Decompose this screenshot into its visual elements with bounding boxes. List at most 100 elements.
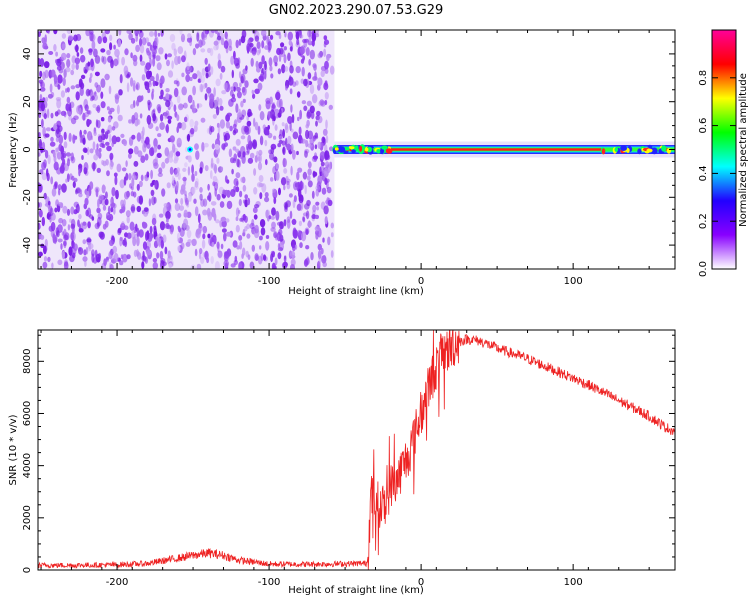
- noise-speckle: [100, 91, 104, 99]
- noise-speckle: [155, 236, 159, 242]
- noise-speckle: [242, 232, 246, 237]
- noise-speckle: [217, 124, 221, 134]
- noise-speckle: [109, 107, 115, 113]
- noise-speckle: [56, 58, 61, 64]
- noise-speckle: [187, 94, 193, 104]
- noise-speckle: [57, 84, 61, 90]
- colorbar-ticks: 0.0 0.2 0.4 0.6 0.8: [698, 70, 736, 277]
- noise-speckle: [171, 175, 175, 185]
- noise-speckle: [136, 250, 140, 257]
- noise-speckle: [324, 216, 328, 225]
- noise-speckle: [238, 38, 242, 46]
- noise-speckle: [131, 114, 136, 124]
- noise-speckle: [50, 112, 54, 119]
- colorbar-tick-label: 0.6: [698, 118, 709, 134]
- noise-speckle: [283, 255, 287, 263]
- noise-speckle: [257, 82, 263, 91]
- noise-speckle: [50, 176, 54, 185]
- noise-speckle: [135, 32, 138, 42]
- noise-speckle: [115, 136, 121, 143]
- noise-speckle: [78, 168, 81, 177]
- noise-speckle: [50, 212, 56, 221]
- noise-speckle: [273, 55, 278, 64]
- noise-speckle: [187, 33, 192, 39]
- noise-speckle: [131, 177, 135, 188]
- noise-speckle: [183, 212, 188, 218]
- noise-speckle: [42, 126, 46, 137]
- noise-speckle: [279, 47, 284, 55]
- noise-speckle: [119, 209, 124, 214]
- noise-speckle: [43, 245, 47, 255]
- noise-speckle: [233, 50, 236, 60]
- noise-speckle: [167, 119, 172, 124]
- noise-speckle: [153, 162, 159, 170]
- ridge-blob: [646, 148, 653, 153]
- noise-speckle: [72, 181, 76, 189]
- noise-speckle: [86, 190, 90, 199]
- noise-speckle: [194, 171, 198, 176]
- noise-speckle: [109, 42, 113, 51]
- x-tick-label: -200: [106, 276, 129, 287]
- noise-speckle: [300, 137, 304, 144]
- noise-speckle: [269, 152, 275, 161]
- noise-speckle: [184, 116, 188, 123]
- noise-speckle: [199, 187, 203, 193]
- noise-speckle: [78, 213, 82, 220]
- noise-speckle: [329, 65, 335, 75]
- noise-speckle: [144, 153, 149, 161]
- noise-speckle: [316, 110, 321, 117]
- noise-speckle: [299, 242, 303, 249]
- noise-speckle: [174, 185, 178, 195]
- noise-speckle: [220, 216, 227, 222]
- noise-speckle: [239, 217, 244, 222]
- noise-speckle: [315, 188, 320, 197]
- noise-speckle: [88, 48, 93, 56]
- y-tick-label: 4000: [22, 453, 33, 478]
- noise-speckle: [89, 72, 93, 79]
- noise-speckle: [306, 109, 312, 118]
- noise-speckle: [51, 262, 54, 269]
- noise-speckle: [192, 48, 197, 56]
- noise-speckle: [195, 43, 200, 49]
- noise-speckle: [287, 31, 293, 41]
- noise-speckle: [96, 84, 102, 93]
- noise-speckle: [67, 224, 71, 231]
- noise-speckle: [77, 219, 80, 227]
- noise-speckle: [199, 167, 203, 174]
- noise-speckle: [296, 91, 301, 98]
- noise-speckle: [56, 230, 60, 238]
- x-tick-label: -100: [258, 577, 281, 588]
- noise-speckle: [121, 221, 125, 227]
- noise-speckle: [70, 234, 75, 240]
- noise-speckle: [108, 85, 112, 95]
- noise-speckle: [286, 143, 291, 151]
- noise-speckle: [149, 147, 155, 157]
- noise-speckle: [273, 156, 278, 163]
- noise-speckle: [119, 237, 123, 242]
- noise-speckle: [41, 161, 47, 171]
- noise-speckle: [256, 49, 260, 56]
- noise-speckle: [201, 239, 206, 249]
- noise-speckle: [120, 254, 124, 260]
- noise-speckle: [322, 254, 327, 262]
- noise-speckle: [57, 74, 63, 84]
- noise-speckle: [275, 31, 281, 36]
- y-tick-label: 40: [22, 48, 33, 61]
- noise-speckle: [120, 133, 125, 138]
- noise-speckle: [254, 88, 260, 95]
- noise-speckle: [259, 135, 264, 146]
- ridge-core: [390, 148, 604, 151]
- noise-speckle: [46, 168, 49, 177]
- noise-speckle: [58, 188, 61, 196]
- noise-speckle: [323, 205, 329, 215]
- noise-speckle: [240, 100, 244, 108]
- noise-speckle: [270, 253, 274, 263]
- noise-speckle: [296, 171, 300, 181]
- noise-speckle: [175, 184, 179, 192]
- noise-speckle: [89, 30, 94, 35]
- snr-frame: [37, 329, 676, 571]
- noise-speckle: [317, 52, 323, 59]
- noise-speckle: [306, 175, 311, 181]
